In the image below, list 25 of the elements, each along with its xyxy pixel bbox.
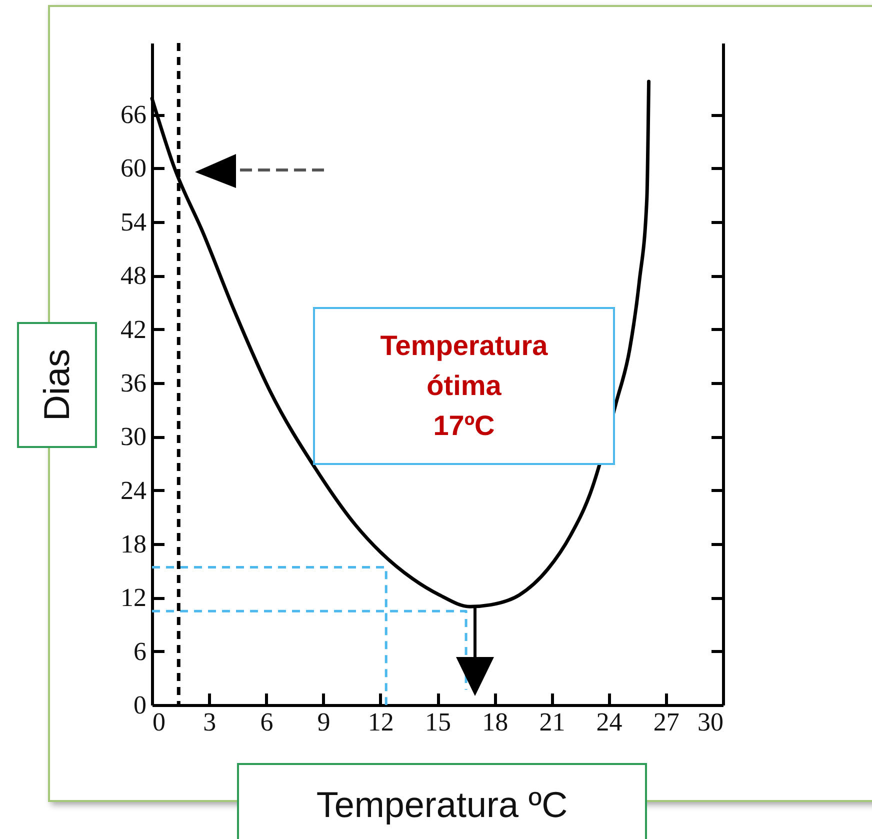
y-tick-label: 12 bbox=[120, 583, 146, 612]
x-tick-label: 18 bbox=[482, 708, 508, 736]
y-tick-label: 48 bbox=[120, 261, 146, 290]
x-tick-label: 24 bbox=[596, 708, 622, 736]
y-tick-label: 36 bbox=[120, 368, 146, 398]
x-tick-label: 30 bbox=[698, 708, 724, 736]
x-tick-label: 3 bbox=[203, 708, 216, 736]
x-axis-title: Temperatura ºC bbox=[237, 763, 647, 839]
x-tick-label: 21 bbox=[539, 708, 566, 736]
x-tick-label: 27 bbox=[653, 708, 680, 736]
x-tick-label: 15 bbox=[425, 708, 451, 736]
x-tick-label: 9 bbox=[317, 708, 330, 736]
y-tick-label: 54 bbox=[120, 207, 146, 236]
y-tick-label: 42 bbox=[120, 314, 146, 344]
y-tick-label: 6 bbox=[134, 636, 146, 666]
y-tick-label: 60 bbox=[120, 154, 146, 183]
y-tick-label: 66 bbox=[120, 100, 146, 130]
x-tick-label: 12 bbox=[368, 708, 394, 736]
y-tick-label: 24 bbox=[120, 476, 146, 505]
y-tick-label: 30 bbox=[120, 422, 146, 452]
x-tick-label: 6 bbox=[260, 708, 274, 736]
callout-box: Temperatura ótima 17ºC bbox=[313, 307, 615, 465]
y-tick-label: 18 bbox=[120, 529, 146, 558]
y-axis-title: Dias bbox=[36, 348, 78, 422]
x-tick-label: 0 bbox=[152, 708, 166, 736]
